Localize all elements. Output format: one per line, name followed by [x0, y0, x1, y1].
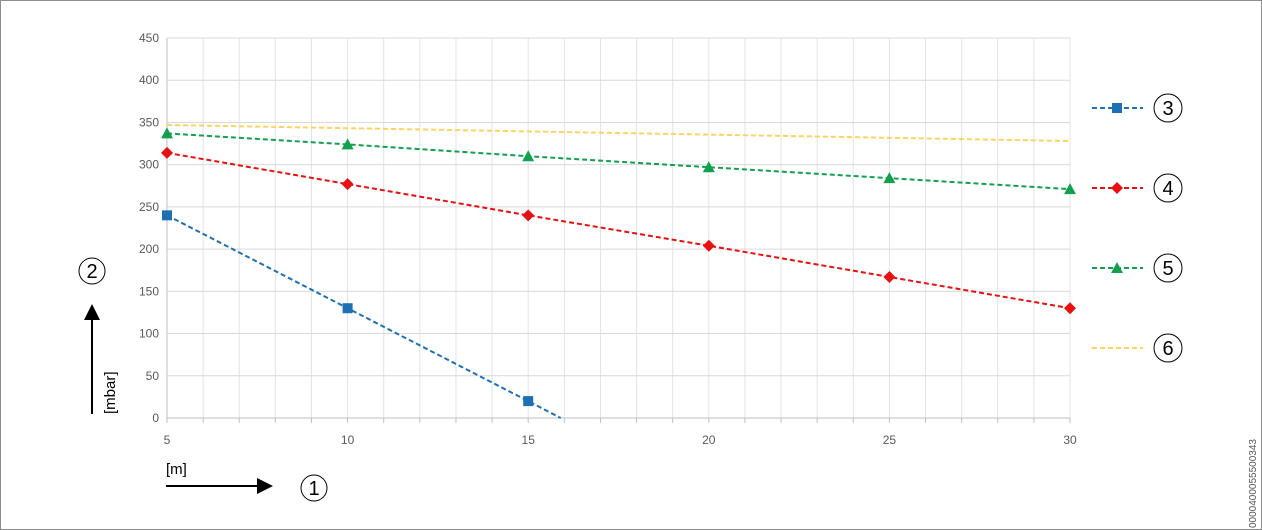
data-point-4: [883, 270, 896, 283]
legend: 3 4 5 6: [1092, 93, 1183, 363]
y-tick-label: 100: [139, 327, 159, 341]
y-tick-label: 0: [152, 411, 159, 425]
legend-entry-4: 4: [1092, 173, 1183, 203]
data-point-4: [702, 239, 715, 252]
x-callout-number: 1: [308, 478, 319, 500]
series-line-5: [166, 132, 1071, 191]
data-point-5: [702, 161, 715, 173]
y-tick-label: 450: [139, 31, 159, 45]
x-axis-unit-label: [m]: [166, 461, 187, 478]
legend-entry-5: 5: [1092, 253, 1183, 283]
y-callout-number: 2: [86, 261, 97, 283]
series-3: [162, 210, 562, 419]
data-point-4: [1064, 302, 1076, 315]
x-tick-label: 5: [164, 433, 171, 447]
axes: [166, 38, 1071, 423]
y-tick-label: 150: [139, 284, 159, 298]
y-axis-annotation: 2 [mbar]: [78, 257, 119, 414]
legend-callout-circle: [1153, 93, 1183, 123]
legend-label: 5: [1162, 258, 1173, 280]
series-line-6: [166, 123, 1071, 143]
data-point-5: [161, 127, 173, 139]
legend-label: 3: [1162, 98, 1173, 120]
data-point-4: [161, 146, 173, 159]
series-line-4: [166, 151, 1071, 310]
data-point-3: [342, 303, 353, 314]
x-tick-label: 10: [341, 433, 355, 447]
legend-label: 6: [1162, 338, 1173, 360]
series-4: [161, 146, 1076, 315]
legend-callout-circle: [1153, 173, 1183, 203]
x-callout-circle: [300, 474, 328, 502]
series-6: [166, 123, 1071, 143]
legend-label: 4: [1162, 178, 1173, 200]
y-tick-label: 400: [139, 73, 159, 87]
data-series: [161, 123, 1076, 419]
y-tick-label: 50: [146, 369, 160, 383]
y-tick-label: 250: [139, 200, 159, 214]
x-tick-label: 30: [1063, 433, 1077, 447]
x-tick-label: 25: [883, 433, 897, 447]
legend-entry-6: 6: [1092, 333, 1183, 363]
data-point-3: [523, 396, 534, 407]
legend-marker-5: [1111, 262, 1123, 273]
legend-entry-3: 3: [1092, 93, 1183, 123]
x-tick-label: 15: [522, 433, 536, 447]
legend-marker-3: [1112, 103, 1122, 113]
series-5: [161, 127, 1076, 195]
data-point-5: [522, 150, 535, 162]
y-axis-unit-label: [mbar]: [102, 371, 119, 414]
data-point-5: [341, 138, 354, 150]
legend-callout-circle: [1153, 333, 1183, 363]
legend-marker-4: [1111, 182, 1123, 194]
legend-callout-circle: [1153, 253, 1183, 283]
data-point-4: [341, 178, 354, 191]
data-point-5: [883, 172, 896, 184]
y-tick-label: 300: [139, 158, 159, 172]
data-point-4: [522, 209, 535, 222]
tick-labels: 0 50 100 150 200 250 300 350 400 450 5 10 15 20 25 30: [139, 31, 1077, 447]
data-point-5: [1064, 183, 1076, 195]
y-callout-circle: [78, 257, 106, 285]
document-id: 0000400055500343: [1248, 439, 1259, 528]
y-tick-label: 200: [139, 242, 159, 256]
y-tick-label: 350: [139, 115, 159, 129]
series-line-3: [166, 214, 562, 419]
x-axis-annotation: [m] 1: [166, 461, 328, 502]
x-tick-label: 20: [702, 433, 716, 447]
data-point-3: [162, 210, 172, 221]
